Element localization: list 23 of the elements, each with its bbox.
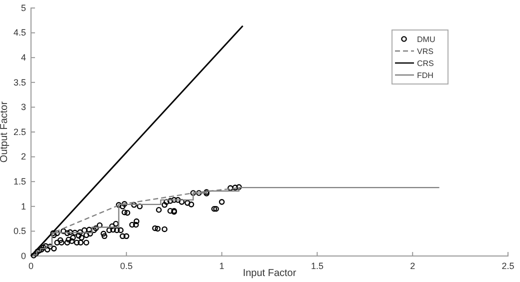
legend-label: FDH (417, 71, 434, 80)
y-axis-title: Output Factor (0, 100, 10, 163)
x-tick-label: 2 (410, 260, 416, 271)
y-tick-label: 4.5 (13, 28, 26, 38)
y-tick-label: 4 (20, 52, 26, 62)
x-tick-label: 0 (28, 260, 34, 271)
y-tick-label: 3.5 (13, 77, 26, 88)
x-tick-label: 1 (219, 260, 224, 271)
y-tick-label: 1 (20, 201, 26, 212)
x-tick-label: 2.5 (502, 260, 514, 271)
legend-label: CRS (417, 59, 434, 68)
y-tick-label: 5 (20, 2, 26, 13)
y-tick-label: 3 (20, 102, 26, 112)
x-tick-label: 1.5 (310, 260, 324, 271)
y-tick-label: 1.5 (13, 176, 26, 186)
y-tick-label: 2 (20, 152, 26, 162)
y-tick-label: 2.5 (13, 126, 26, 137)
y-tick-label: 0.5 (13, 226, 26, 236)
x-axis-title: Input Factor (242, 268, 297, 279)
x-tick-label: 0.5 (120, 260, 133, 271)
legend-label: VRS (417, 47, 434, 56)
y-tick-label: 0 (20, 250, 26, 261)
legend-label: DMU (417, 35, 436, 44)
